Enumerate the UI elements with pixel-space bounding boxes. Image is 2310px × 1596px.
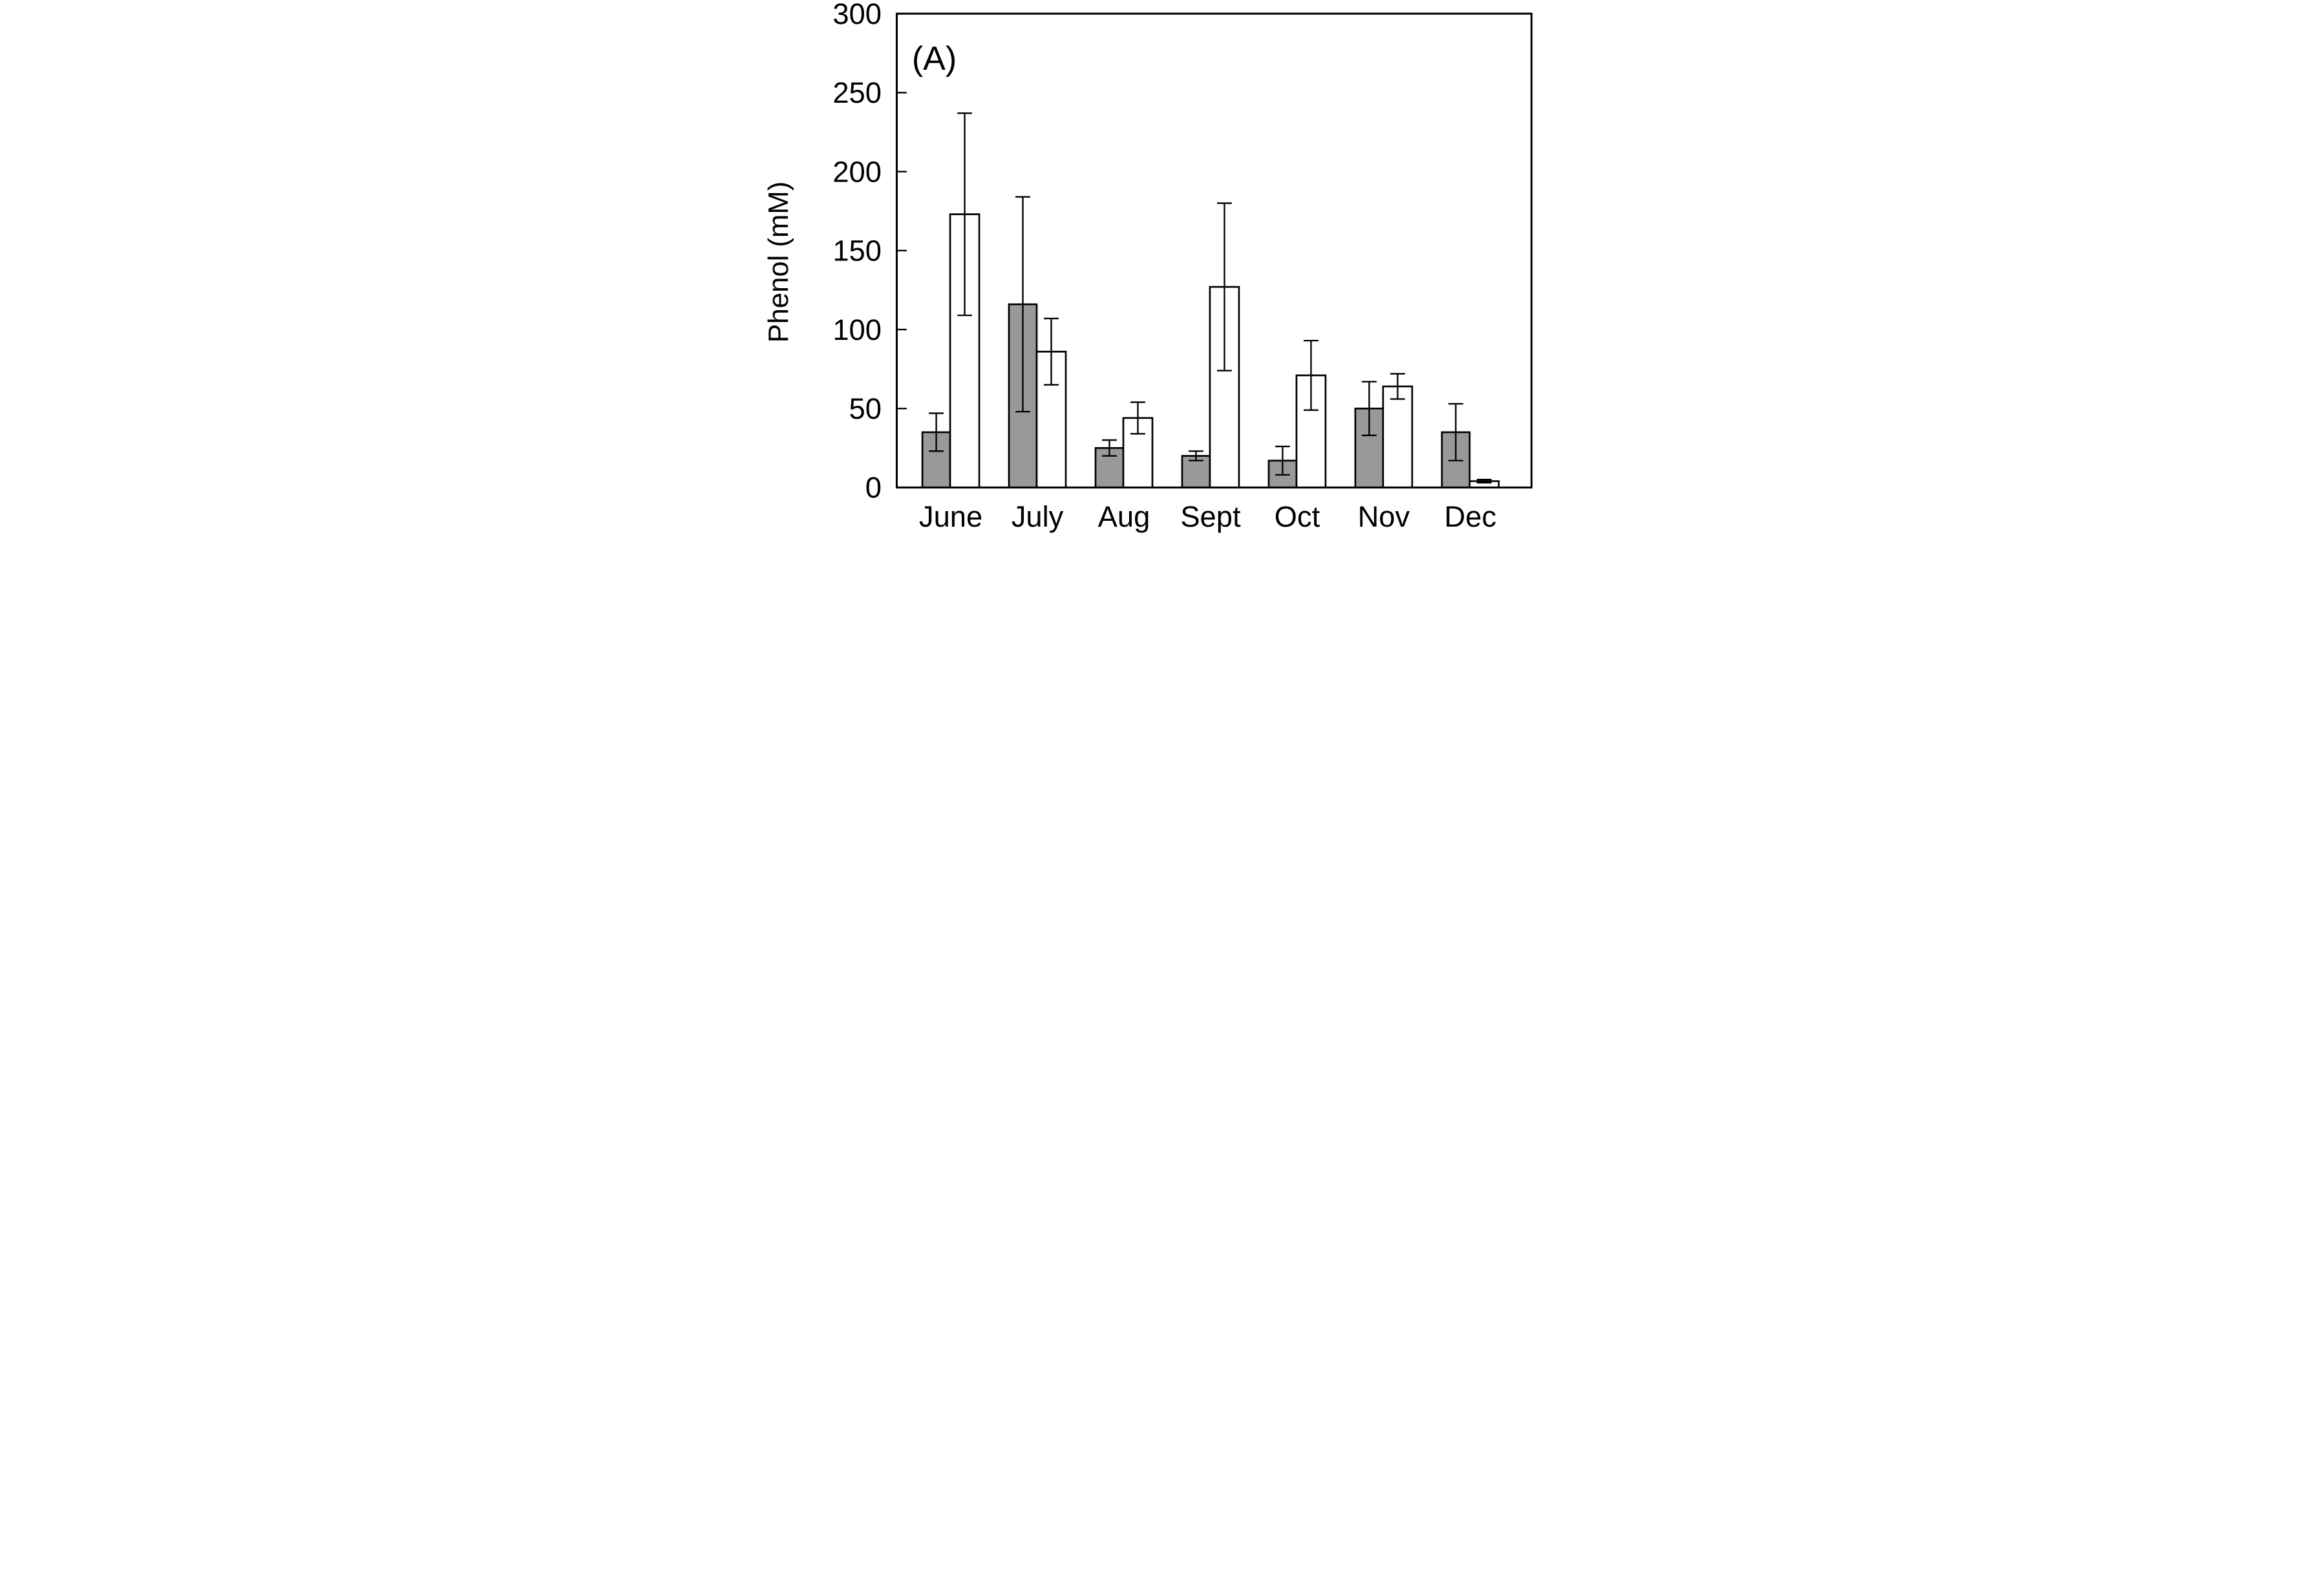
error-bar-aug-gray xyxy=(1102,439,1117,457)
error-bar-sept-gray xyxy=(1189,450,1203,462)
bar-chart-figure: June July Aug Sept Oct Nov Dec 0 50 100 150 200 250 3… xyxy=(767,0,1543,536)
error-bar-july-white xyxy=(1044,317,1059,386)
plot-frame xyxy=(895,12,1533,488)
y-tick-label-300: 300 xyxy=(832,0,882,30)
error-bar-june-gray xyxy=(929,412,944,452)
error-bar-oct-white xyxy=(1303,339,1319,411)
y-tick-label-250: 250 xyxy=(832,76,882,109)
x-category-label-july: July xyxy=(1012,500,1064,533)
panel-label: (A) xyxy=(912,40,957,78)
axis-layer xyxy=(895,12,1533,488)
error-bar-july-gray xyxy=(1015,196,1030,413)
error-bar-june-white xyxy=(957,112,972,317)
bar-july-white xyxy=(1035,350,1067,488)
y-tick-label-100: 100 xyxy=(832,313,882,346)
x-category-label-nov: Nov xyxy=(1358,500,1410,533)
y-axis-title: Phenol (mM) xyxy=(767,182,794,343)
error-bars-layer xyxy=(929,112,1492,484)
labels-layer: June July Aug Sept Oct Nov Dec 0 50 100 150 200 250 3… xyxy=(832,0,1496,533)
y-tick-label-200: 200 xyxy=(832,155,882,188)
bar-nov-white xyxy=(1382,385,1414,488)
error-bar-dec-white xyxy=(1476,479,1492,484)
error-bar-dec-gray xyxy=(1448,403,1463,462)
error-bar-aug-white xyxy=(1130,401,1145,435)
bars-layer xyxy=(921,213,1500,488)
error-bar-nov-gray xyxy=(1361,381,1377,436)
x-category-label-dec: Dec xyxy=(1445,500,1497,533)
y-tick-label-50: 50 xyxy=(849,392,882,425)
y-tick-label-150: 150 xyxy=(832,235,882,268)
error-bar-nov-white xyxy=(1390,373,1405,400)
y-tick-label-0: 0 xyxy=(865,471,882,504)
error-bar-sept-white xyxy=(1217,202,1232,372)
x-category-label-sept: Sept xyxy=(1180,500,1241,533)
x-category-label-oct: Oct xyxy=(1275,500,1320,533)
x-category-label-june: June xyxy=(919,500,982,533)
x-category-label-aug: Aug xyxy=(1098,500,1150,533)
chart-svg: June July Aug Sept Oct Nov Dec 0 50 100 150 200 250 3… xyxy=(767,0,1543,536)
error-bar-oct-gray xyxy=(1275,445,1290,476)
